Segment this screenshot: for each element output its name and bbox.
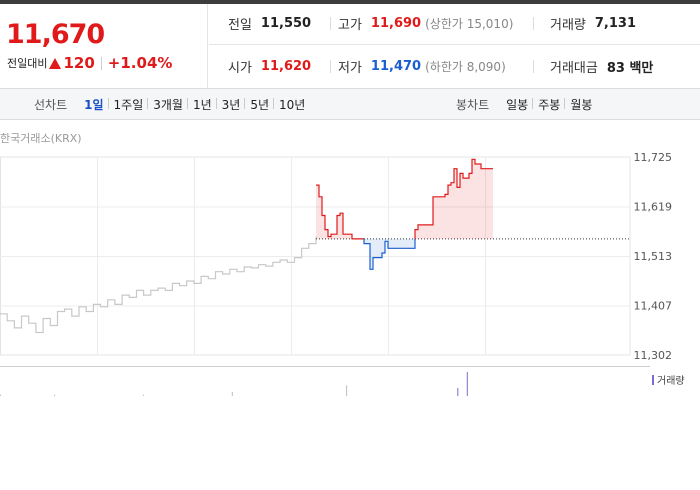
stat-label: 전일 xyxy=(228,17,252,33)
chart-tabs: 선차트 1일 1주일 3개월 1년 3년 5년 10년 봉차트 일봉 주봉 월봉 xyxy=(0,88,700,120)
data-source: 한국거래소(KRX) xyxy=(0,132,82,145)
down-line xyxy=(363,238,416,270)
change-rate: +1.04% xyxy=(107,54,173,72)
divider xyxy=(330,17,331,30)
candle-chart-title: 봉차트 xyxy=(456,97,490,112)
stat-label: 거래대금 xyxy=(550,60,598,76)
y-tick-label: 11,302 xyxy=(634,349,673,362)
stat-value: 11,620 xyxy=(260,58,312,74)
tab-1y[interactable]: 1년 xyxy=(186,96,217,113)
volume-bar xyxy=(0,394,1,396)
line-chart-title: 선차트 xyxy=(34,97,68,112)
stat-volume: 거래량 7,131 xyxy=(550,13,636,33)
tab-1w[interactable]: 1주일 xyxy=(107,96,149,113)
upper-limit: (상한가 15,010) xyxy=(425,16,514,31)
candle-chart-tabs: 봉차트 일봉 주봉 월봉 xyxy=(456,89,597,119)
volume-chart xyxy=(0,366,650,396)
tab-1d[interactable]: 1일 xyxy=(84,97,104,112)
tab-daily-candle[interactable]: 일봉 xyxy=(506,97,529,112)
y-tick-label: 11,513 xyxy=(634,250,673,263)
volume-bar xyxy=(231,392,233,396)
stats-grid: 전일 11,550 고가 11,690 (상한가 15,010) 거래량 7,1… xyxy=(209,4,700,88)
volume-bar xyxy=(142,394,144,396)
divider xyxy=(100,56,102,70)
down-area xyxy=(364,238,415,270)
tab-3m[interactable]: 3개월 xyxy=(147,96,188,113)
lower-limit: (하한가 8,090) xyxy=(425,59,506,74)
y-tick-label: 11,619 xyxy=(634,201,673,214)
divider xyxy=(533,17,534,30)
stat-label: 거래량 xyxy=(550,17,586,33)
volume-bar xyxy=(457,388,459,396)
row-divider xyxy=(209,44,700,45)
price-box: 11,670 전일대비 120 +1.04% xyxy=(0,4,208,88)
triangle-up-icon xyxy=(49,57,62,69)
up-area xyxy=(415,159,493,239)
volume-bar xyxy=(54,394,55,396)
stat-low: 저가 11,470 (하한가 8,090) xyxy=(338,56,506,76)
tab-monthly-candle[interactable]: 월봉 xyxy=(564,96,597,113)
stat-label: 저가 xyxy=(338,60,362,76)
tab-weekly-candle[interactable]: 주봉 xyxy=(532,96,565,113)
volume-legend: 거래량 xyxy=(652,372,685,387)
y-tick-label: 11,407 xyxy=(634,300,673,313)
up-area xyxy=(316,185,364,239)
stat-open: 시가 11,620 xyxy=(228,56,311,76)
stat-value: 83 백만 xyxy=(606,60,654,76)
volume-legend-label: 거래량 xyxy=(657,376,685,387)
tab-10y[interactable]: 10년 xyxy=(273,96,310,113)
change-amount: 120 xyxy=(63,54,95,72)
stat-value: 7,131 xyxy=(594,15,637,31)
stat-prev-close: 전일 11,550 xyxy=(228,13,311,33)
stat-turnover: 거래대금 83 백만 xyxy=(550,56,653,76)
stat-label: 시가 xyxy=(228,60,252,76)
stat-value: 11,470 xyxy=(370,58,422,74)
current-price: 11,670 xyxy=(6,19,105,50)
line-chart-tabs: 선차트 1일 1주일 3개월 1년 3년 5년 10년 xyxy=(34,89,310,119)
stat-value: 11,690 xyxy=(370,15,422,31)
up-line xyxy=(316,184,364,240)
change-label: 전일대비 xyxy=(7,57,48,70)
divider xyxy=(533,60,534,73)
change-row: 전일대비 120 +1.04% xyxy=(7,54,172,72)
quote-panel: 11,670 전일대비 120 +1.04% 전일 11,550 고가 11,6… xyxy=(0,4,700,88)
tab-5y[interactable]: 5년 xyxy=(244,96,274,113)
stat-high: 고가 11,690 (상한가 15,010) xyxy=(338,13,513,33)
volume-bar xyxy=(346,385,348,396)
top-border xyxy=(0,0,700,4)
prev-day-line xyxy=(0,236,317,334)
divider xyxy=(330,60,331,73)
price-chart: 11,725 11,619 11,513 11,407 11,302 xyxy=(0,151,673,362)
stat-label: 고가 xyxy=(338,17,362,33)
volume-bar xyxy=(466,372,468,396)
stat-value: 11,550 xyxy=(260,15,312,31)
tab-3y[interactable]: 3년 xyxy=(215,96,246,113)
y-tick-label: 11,725 xyxy=(634,151,673,164)
volume-swatch xyxy=(652,374,654,385)
up-line xyxy=(414,158,493,239)
